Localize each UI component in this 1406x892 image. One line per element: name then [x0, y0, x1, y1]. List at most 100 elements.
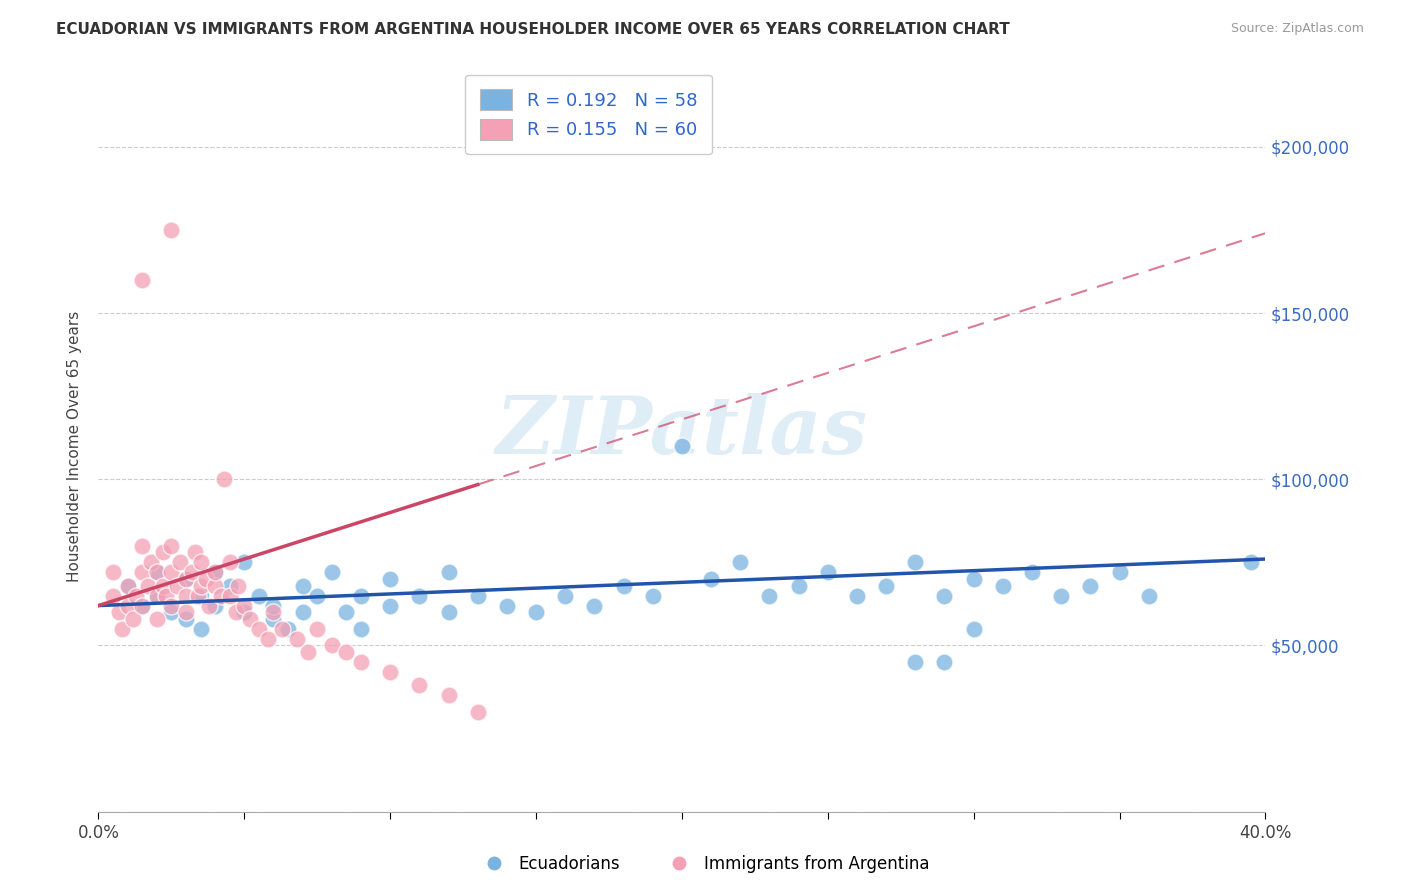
Point — [1021, 566, 1043, 580]
Text: Source: ZipAtlas.com: Source: ZipAtlas.com — [1230, 22, 1364, 36]
Point — [350, 622, 373, 636]
Point — [228, 579, 250, 593]
Point — [350, 655, 373, 669]
Point — [122, 612, 145, 626]
Point — [271, 622, 294, 636]
Point — [174, 605, 197, 619]
Point — [612, 579, 634, 593]
Point — [209, 589, 232, 603]
Point — [496, 599, 519, 613]
Point — [146, 589, 169, 603]
Point — [307, 622, 329, 636]
Point — [437, 689, 460, 703]
Point — [233, 605, 256, 619]
Point — [146, 589, 169, 603]
Point — [700, 572, 723, 586]
Point — [218, 555, 240, 569]
Text: ZIPatlas: ZIPatlas — [496, 392, 868, 470]
Point — [846, 589, 869, 603]
Point — [131, 599, 153, 613]
Point — [125, 589, 148, 603]
Point — [101, 589, 124, 603]
Point — [934, 589, 956, 603]
Point — [131, 273, 153, 287]
Point — [583, 599, 606, 613]
Point — [991, 579, 1014, 593]
Point — [1108, 566, 1130, 580]
Point — [131, 599, 153, 613]
Point — [262, 605, 284, 619]
Point — [204, 599, 226, 613]
Point — [524, 605, 547, 619]
Point — [152, 579, 174, 593]
Point — [350, 589, 373, 603]
Point — [321, 566, 343, 580]
Point — [262, 599, 284, 613]
Point — [437, 605, 460, 619]
Point — [408, 589, 430, 603]
Point — [195, 572, 218, 586]
Point — [875, 579, 897, 593]
Point — [108, 605, 131, 619]
Point — [160, 566, 183, 580]
Point — [1240, 555, 1263, 569]
Point — [198, 599, 221, 613]
Point — [146, 612, 169, 626]
Legend: R = 0.192   N = 58, R = 0.155   N = 60: R = 0.192 N = 58, R = 0.155 N = 60 — [465, 75, 711, 154]
Point — [174, 589, 197, 603]
Point — [233, 599, 256, 613]
Point — [169, 555, 191, 569]
Point — [1050, 589, 1073, 603]
Point — [152, 545, 174, 559]
Point — [204, 566, 226, 580]
Point — [190, 589, 212, 603]
Point — [187, 589, 209, 603]
Point — [160, 605, 183, 619]
Point — [225, 605, 247, 619]
Point — [730, 555, 752, 569]
Point — [117, 579, 139, 593]
Point — [160, 539, 183, 553]
Point — [146, 566, 169, 580]
Point — [291, 579, 314, 593]
Point — [218, 589, 240, 603]
Point — [335, 645, 357, 659]
Point — [291, 605, 314, 619]
Point — [285, 632, 308, 646]
Point — [962, 572, 984, 586]
Y-axis label: Householder Income Over 65 years: Householder Income Over 65 years — [67, 310, 83, 582]
Point — [380, 599, 402, 613]
Point — [817, 566, 839, 580]
Point — [111, 622, 134, 636]
Point — [335, 605, 357, 619]
Point — [247, 622, 270, 636]
Point — [239, 612, 262, 626]
Point — [174, 572, 197, 586]
Point — [190, 579, 212, 593]
Point — [160, 223, 183, 237]
Point — [131, 539, 153, 553]
Point — [160, 599, 183, 613]
Point — [190, 622, 212, 636]
Point — [174, 612, 197, 626]
Point — [380, 572, 402, 586]
Point — [787, 579, 810, 593]
Point — [408, 678, 430, 692]
Point — [155, 589, 177, 603]
Point — [247, 589, 270, 603]
Point — [904, 655, 927, 669]
Point — [256, 632, 278, 646]
Point — [671, 439, 693, 453]
Point — [190, 555, 212, 569]
Point — [380, 665, 402, 679]
Point — [467, 589, 489, 603]
Point — [934, 655, 956, 669]
Point — [233, 555, 256, 569]
Legend: Ecuadorians, Immigrants from Argentina: Ecuadorians, Immigrants from Argentina — [470, 848, 936, 880]
Point — [131, 566, 153, 580]
Point — [758, 589, 780, 603]
Point — [183, 545, 205, 559]
Point — [297, 645, 319, 659]
Point — [218, 579, 240, 593]
Point — [262, 612, 284, 626]
